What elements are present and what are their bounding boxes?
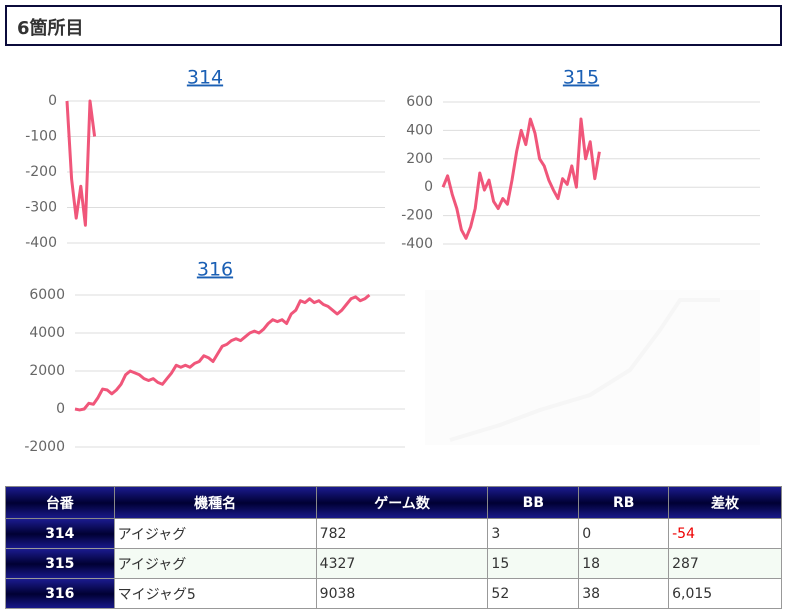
table-row: 314 アイジャグ 782 3 0 -54 [5,518,782,549]
y-tick-label: -400 [25,235,57,251]
faded-line [449,298,720,442]
chart-title-link[interactable]: 314 [187,67,223,89]
machine-number: 315 [5,548,115,579]
y-tick-label: 400 [406,122,433,138]
faded-bg [425,290,760,445]
table-cell: 287 [668,548,782,579]
table-cell: マイジャグ5 [113,578,317,609]
y-tick-label: -100 [25,129,57,145]
chart-title-link[interactable]: 316 [197,259,233,281]
machine-number: 316 [5,578,115,609]
column-header: RB [578,486,670,519]
data-line [74,293,371,412]
section-header: 6箇所目 [5,5,782,46]
table-cell: アイジャグ [113,548,317,579]
charts: 3140-100-200-300-4003156004002000-200-40… [24,67,760,455]
y-tick-label: -400 [401,236,433,252]
y-tick-label: -200 [25,164,57,180]
table-cell: 3 [487,518,580,549]
table-cell: アイジャグ [113,518,317,549]
column-header: ゲーム数 [315,486,489,519]
y-tick-label: 0 [56,401,65,417]
column-header: 機種名 [113,486,317,519]
y-tick-label: -300 [25,200,57,216]
data-line [441,117,601,240]
faded-chart [425,290,760,445]
table-cell: 782 [315,518,489,549]
table-row: 316 マイジャグ5 9038 52 38 6,015 [5,578,782,609]
table-cell: 6,015 [668,578,782,609]
data-table: 台番 機種名 ゲーム数 BB RB 差枚 314 アイジャグ 782 3 0 -54 315 アイジャグ 4… [5,486,782,609]
table-cell: 38 [578,578,670,609]
column-header: 差枚 [668,486,782,519]
table-cell: 18 [578,548,670,579]
header-row: 台番 機種名 ゲーム数 BB RB 差枚 [5,486,782,519]
table-cell: 52 [487,578,580,609]
y-tick-label: 0 [48,93,57,109]
y-tick-label: -200 [401,208,433,224]
table-cell: 9038 [315,578,489,609]
y-tick-label: -2000 [24,439,65,455]
y-tick-label: 200 [406,151,433,167]
y-tick-label: 0 [424,179,433,195]
column-header: 台番 [5,486,115,519]
section-title: 6箇所目 [17,18,84,39]
chart-title-link[interactable]: 315 [563,67,599,89]
table-cell: 0 [578,518,670,549]
y-tick-label: 4000 [29,325,65,341]
y-tick-label: 600 [406,94,433,110]
data-line [65,99,97,227]
table-cell: 15 [487,548,580,579]
table-row: 315 アイジャグ 4327 15 18 287 [5,548,782,579]
column-header: BB [487,486,580,519]
table-cell: -54 [668,518,782,549]
table-cell: 4327 [315,548,489,579]
machine-number: 314 [5,518,115,549]
y-tick-label: 2000 [29,363,65,379]
y-tick-label: 6000 [29,287,65,303]
